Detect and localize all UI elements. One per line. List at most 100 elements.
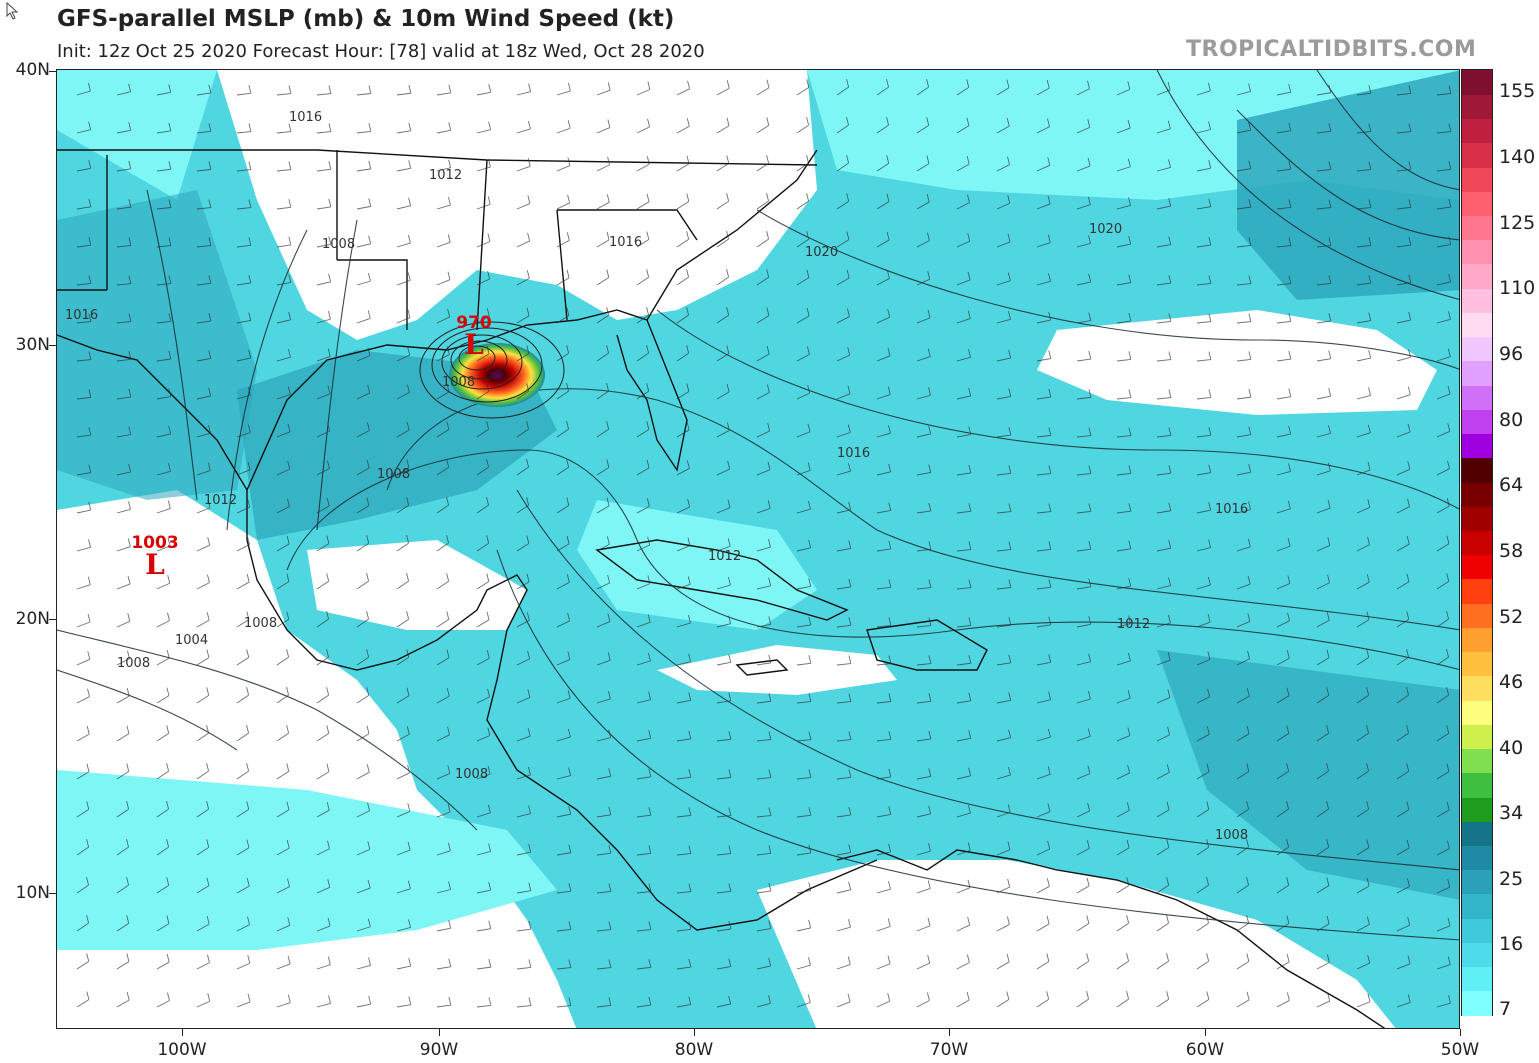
wind-barb — [1116, 427, 1132, 438]
wind-barb — [76, 953, 90, 970]
wind-barb — [316, 802, 330, 818]
isobar-label: 1016 — [609, 235, 643, 250]
wind-barb — [1076, 465, 1092, 476]
wind-barb — [1436, 611, 1450, 628]
wind-barb — [1276, 199, 1292, 210]
wind-barb — [636, 575, 651, 590]
wind-barb — [196, 387, 212, 400]
wind-barb — [356, 957, 371, 970]
wind-barb — [236, 237, 252, 248]
wind-barb — [916, 730, 932, 742]
wind-barb — [916, 655, 932, 666]
wind-barb — [516, 882, 532, 894]
wind-barb — [1236, 991, 1250, 1008]
wind-barb — [556, 844, 572, 856]
wind-barb — [676, 996, 692, 1008]
wind-barb — [1436, 573, 1450, 590]
colorbar-tick-label: 40 — [1499, 737, 1524, 759]
wind-barb — [836, 424, 851, 438]
lon-tick — [1205, 1029, 1206, 1036]
wind-barb — [836, 193, 850, 210]
wind-barb — [756, 461, 771, 476]
wind-barb — [476, 158, 491, 172]
wind-barb — [316, 995, 331, 1008]
wind-barb — [1356, 499, 1371, 514]
wind-barb — [196, 462, 211, 476]
wind-barb — [1276, 463, 1291, 476]
wind-barb — [1356, 274, 1372, 286]
wind-barb — [716, 422, 730, 438]
wind-barb — [716, 230, 729, 248]
wind-barb — [196, 649, 210, 666]
wind-barb — [1396, 878, 1410, 894]
wind-barb — [676, 421, 690, 438]
wind-barb — [476, 766, 491, 780]
wind-barb — [116, 575, 131, 590]
wind-barb — [316, 956, 331, 970]
wind-barb — [1196, 915, 1210, 932]
wind-barb — [1036, 465, 1052, 476]
wind-barb — [636, 118, 651, 134]
wind-barb — [836, 806, 852, 818]
wind-barb — [556, 232, 570, 248]
wind-barb — [636, 498, 650, 514]
wind-barb — [196, 275, 212, 286]
wind-barb — [636, 845, 652, 856]
wind-barb — [1116, 235, 1132, 248]
wind-barb — [1196, 614, 1211, 628]
wind-barb — [116, 463, 132, 476]
wind-barb — [516, 345, 530, 362]
lon-label-90w: 90W — [419, 1040, 459, 1060]
wind-barb — [1396, 349, 1411, 362]
wind-barb — [436, 688, 450, 704]
wind-barb — [996, 766, 1011, 780]
map-canvas — [57, 70, 1459, 1028]
wind-barb — [1196, 763, 1210, 780]
wind-barb — [156, 161, 172, 172]
wind-barb — [636, 81, 651, 96]
wind-barb — [1116, 540, 1132, 552]
wind-barb — [396, 421, 410, 438]
wind-barb — [236, 387, 251, 400]
wind-barb — [236, 649, 250, 666]
wind-barb — [1116, 312, 1132, 324]
wind-barb — [276, 498, 290, 514]
wind-barb — [276, 123, 292, 134]
wind-barb — [1036, 503, 1052, 514]
wind-barb — [1196, 82, 1211, 96]
wind-barb — [476, 383, 490, 400]
wind-barb — [356, 725, 370, 742]
wind-barb — [1436, 460, 1450, 476]
wind-barb — [1156, 614, 1171, 628]
lat-label-20n: 20N — [15, 609, 50, 629]
wind-barb — [316, 725, 330, 742]
wind-barb — [756, 769, 772, 780]
isobar-label: 1008 — [117, 656, 151, 671]
wind-barb — [876, 540, 892, 552]
wind-barb — [436, 497, 450, 514]
wind-barb — [436, 234, 451, 248]
wind-barb — [116, 953, 130, 970]
wind-barb — [956, 117, 970, 134]
wind-barb — [236, 687, 250, 704]
wind-barb — [1276, 650, 1290, 666]
wind-barb — [1116, 158, 1131, 172]
wind-barb — [276, 994, 291, 1008]
wind-barb — [156, 84, 172, 96]
wind-barb — [756, 192, 769, 210]
wind-barb — [476, 233, 491, 248]
wind-barb — [756, 155, 770, 172]
wind-barb — [916, 232, 930, 248]
wind-barb — [1276, 426, 1292, 438]
wind-barb — [196, 611, 210, 628]
wind-barb — [1076, 80, 1090, 96]
wind-barb — [1276, 84, 1292, 96]
wind-barb — [676, 921, 692, 932]
wind-barb — [876, 881, 891, 894]
wind-barb — [236, 349, 252, 362]
wind-barb — [356, 841, 371, 856]
wind-barb — [156, 237, 172, 248]
wind-barb — [1356, 387, 1371, 400]
wind-barb — [836, 155, 850, 172]
wind-barb — [116, 838, 129, 856]
